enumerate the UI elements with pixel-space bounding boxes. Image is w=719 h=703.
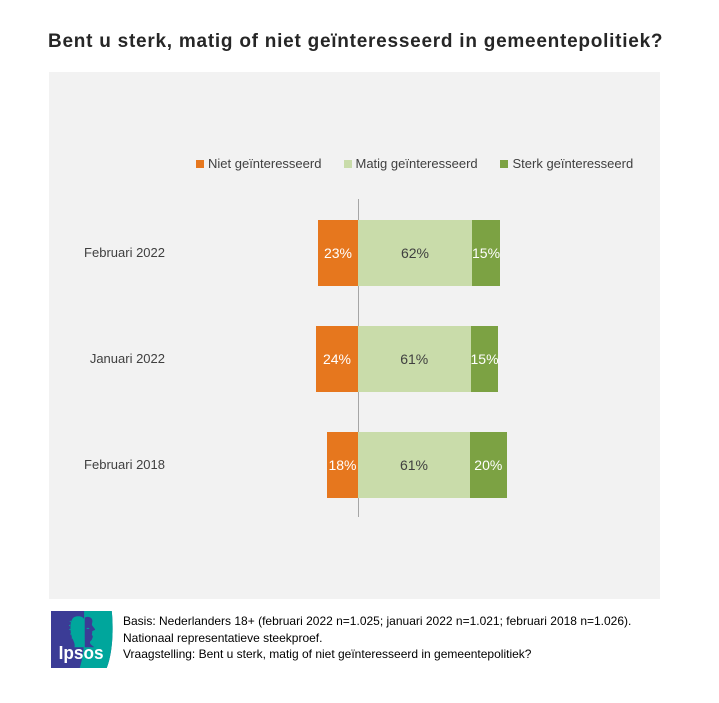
svg-text:Ipsos: Ipsos (59, 643, 104, 664)
